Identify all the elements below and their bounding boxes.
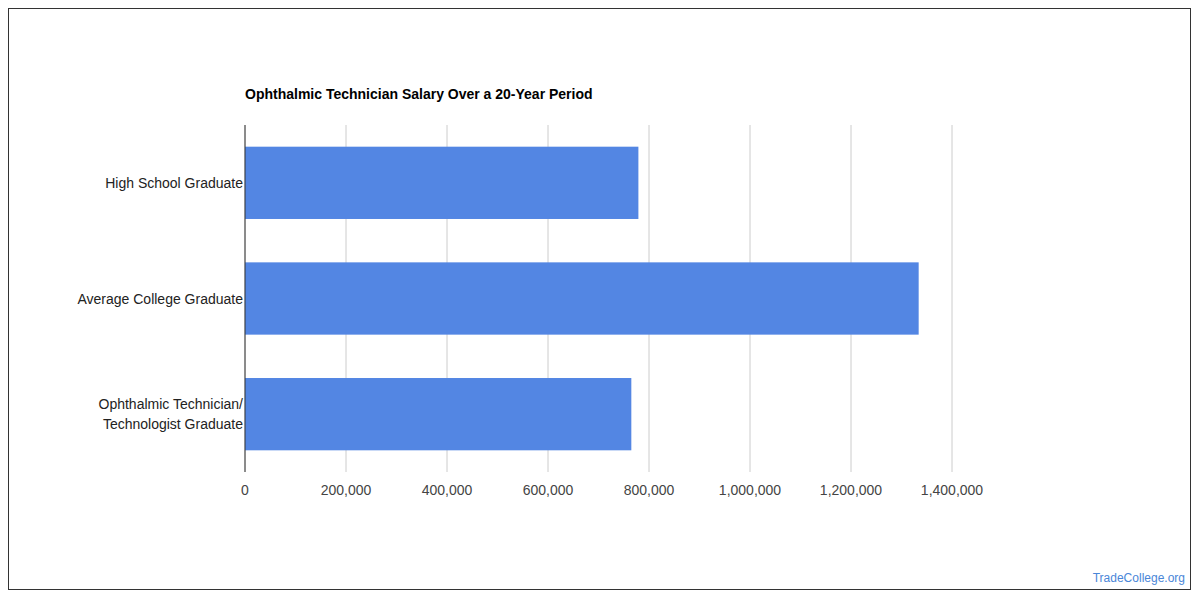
- tick-label: 600,000: [523, 482, 574, 498]
- tick-label: 800,000: [624, 482, 675, 498]
- source: TradeCollege.org: [1093, 571, 1185, 585]
- chart-container: Ophthalmic Technician Salary Over a 20-Y…: [0, 0, 1200, 600]
- grid: [245, 125, 952, 472]
- tick-label: 1,200,000: [820, 482, 882, 498]
- grid-line: [245, 125, 246, 472]
- tick-label: 200,000: [321, 482, 372, 498]
- tick-label: 1,400,000: [921, 482, 983, 498]
- category-label: Ophthalmic Technician/Technologist Gradu…: [99, 396, 244, 432]
- tick-label: 0: [241, 482, 249, 498]
- axis-line: [245, 125, 246, 472]
- tick-label: 1,000,000: [719, 482, 781, 498]
- grid-line: [952, 125, 953, 472]
- tick-label: 400,000: [422, 482, 473, 498]
- bar: [245, 262, 919, 334]
- category-label: Average College Graduate: [77, 291, 243, 307]
- title: Ophthalmic Technician Salary Over a 20-Y…: [245, 86, 593, 102]
- bars: [245, 147, 919, 451]
- frame: [9, 9, 1191, 590]
- chart: Ophthalmic Technician Salary Over a 20-Y…: [0, 0, 1200, 600]
- bar: [245, 147, 638, 219]
- bar: [245, 378, 631, 450]
- category-label: High School Graduate: [105, 175, 243, 191]
